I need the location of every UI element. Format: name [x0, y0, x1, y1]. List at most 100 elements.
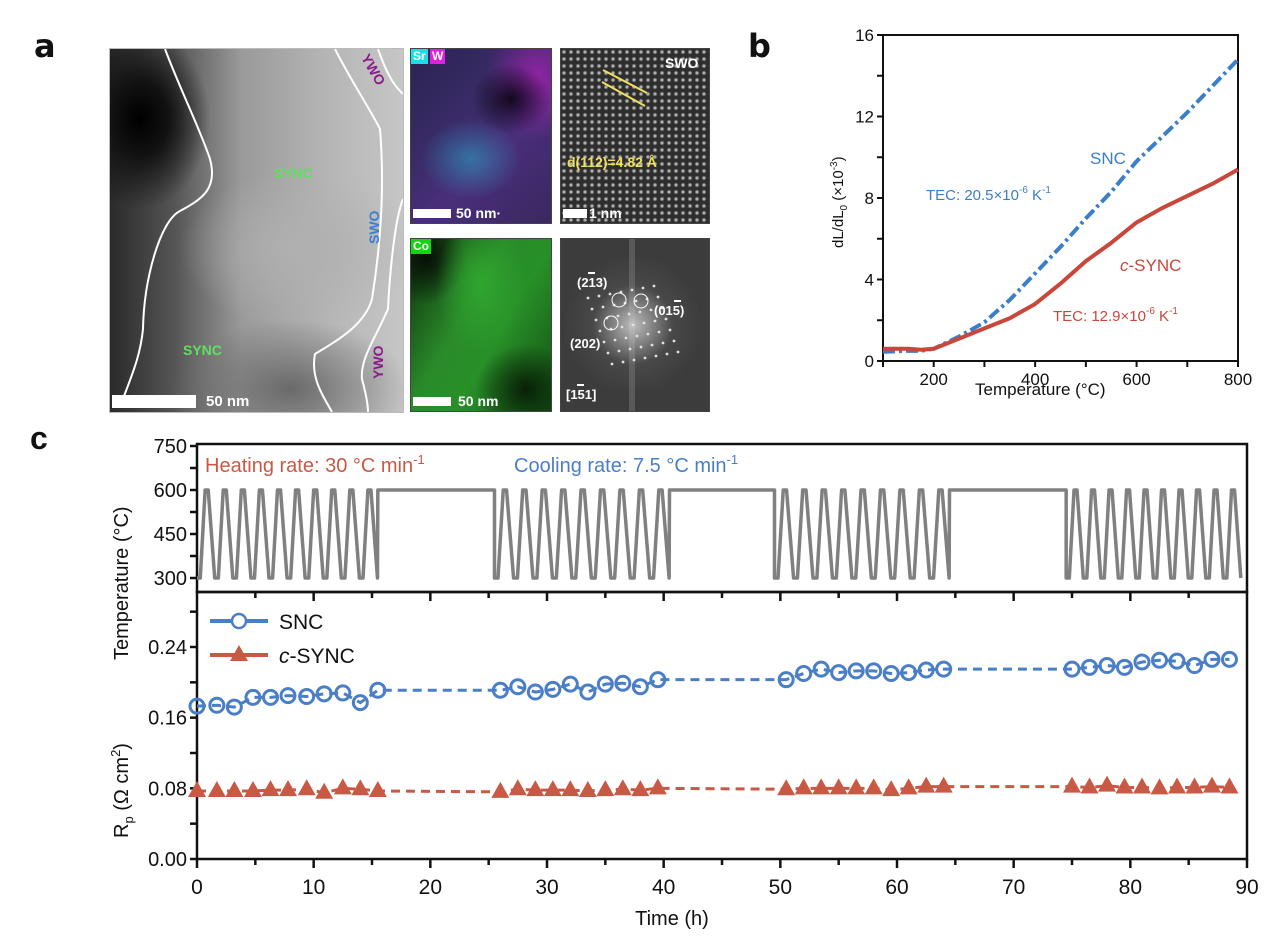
boundary-lines	[119, 49, 403, 412]
chart-c-bottom-ylabel: Rp (Ω cm2)	[108, 743, 136, 838]
data-point-snc	[369, 681, 387, 699]
data-point-c-sync	[1115, 777, 1134, 794]
data-point-snc	[225, 698, 243, 716]
data-point-c-sync	[225, 780, 244, 797]
eds-map-sr-w: Sr W 50 nm·	[410, 48, 552, 224]
fft-spot	[665, 352, 669, 356]
data-point-c-sync	[1098, 775, 1116, 792]
stem-image: SYNC SYNC SWO YWO YWO 50 nm	[109, 48, 404, 413]
scale-bar-label: 1 nm	[589, 205, 622, 221]
scale-bar	[563, 209, 587, 218]
data-point-snc	[882, 665, 900, 682]
scale-bar	[413, 209, 451, 218]
fft-spot	[661, 341, 665, 345]
y-tick-label: 16	[855, 26, 874, 45]
hrtem-image: SWO d(112)=4.82 Å 1 nm	[560, 48, 710, 224]
fft-spot	[641, 286, 645, 290]
spot-label-015-text: (015)	[654, 303, 685, 318]
data-point-c-sync	[812, 778, 831, 795]
data-point-snc	[315, 685, 333, 703]
data-point-snc	[900, 664, 918, 682]
panel-label-b: b	[748, 27, 771, 65]
data-point-c-sync	[543, 780, 562, 797]
x-tick-label: 800	[1224, 370, 1252, 389]
svg-text:dL/dL0 (×10-3): dL/dL0 (×10-3)	[829, 156, 850, 248]
data-point-c-sync	[847, 778, 866, 795]
fft-spot	[606, 351, 610, 355]
data-point-c-sync	[631, 780, 650, 797]
data-point-snc	[561, 675, 579, 693]
data-point-c-sync	[1185, 777, 1204, 794]
cooling-rate-annotation: Cooling rate: 7.5 °C min-1	[514, 452, 738, 477]
data-point-c-sync	[207, 780, 226, 797]
label-sync-bottom: SYNC	[183, 342, 222, 358]
fft-spot	[602, 340, 606, 344]
heating-rate-annotation: Heating rate: 30 °C min-1	[205, 452, 425, 477]
tag-co: Co	[411, 239, 431, 254]
data-point-snc	[334, 684, 352, 702]
data-point-c-sync	[244, 780, 262, 797]
scale-bar-label: 50 nm	[206, 393, 250, 410]
svg-text:Temperature (°C): Temperature (°C)	[111, 506, 133, 660]
data-point-snc	[631, 678, 649, 696]
data-point-snc	[1133, 653, 1151, 671]
overbar	[674, 300, 681, 302]
data-point-c-sync	[1203, 776, 1221, 793]
data-point-snc	[812, 660, 830, 678]
data-point-snc	[351, 694, 369, 712]
fft-spot	[613, 338, 617, 342]
x-tick-label: 60	[885, 876, 908, 899]
data-point-snc	[596, 675, 614, 693]
data-point-c-sync	[561, 780, 580, 797]
data-point-snc	[579, 683, 597, 701]
data-point-c-sync	[1080, 777, 1099, 794]
spot-label-213-text: (213)	[577, 275, 608, 290]
data-point-snc	[509, 678, 527, 696]
x-tick-label: 20	[419, 876, 442, 899]
x-tick-label: 40	[652, 876, 675, 899]
temperature-program-line	[197, 488, 1243, 580]
fft-spot	[643, 356, 647, 360]
data-point-snc	[614, 674, 632, 692]
fft-spot	[634, 299, 638, 303]
data-point-snc	[244, 688, 262, 706]
chart-c-top-ylabel: Temperature (°C)	[111, 506, 133, 660]
zone-axis-label: [151]	[566, 384, 596, 402]
x-tick-label: 50	[769, 876, 792, 899]
y-tick-label: 4	[865, 271, 874, 290]
y-tick-label: 0.08	[148, 778, 187, 800]
data-point-c-sync	[1168, 777, 1186, 794]
data-point-c-sync	[777, 779, 796, 796]
data-point-c-sync	[934, 776, 953, 793]
data-point-snc	[262, 688, 279, 706]
x-tick-label: 70	[1002, 876, 1025, 899]
series-line-c-sync	[883, 167, 1239, 352]
fft-spot	[639, 345, 643, 349]
d-spacing-label: d(112)=4.82 Å	[567, 154, 657, 170]
data-point-c-sync	[613, 779, 632, 796]
data-point-snc	[1186, 657, 1203, 675]
data-point-c-sync	[864, 778, 883, 795]
fft-spot	[608, 292, 612, 296]
chart-c-bottom-frame	[195, 590, 1249, 861]
data-point-snc	[279, 687, 297, 705]
data-point-c-sync	[1133, 777, 1151, 794]
data-point-snc	[208, 696, 226, 714]
data-point-c-sync	[578, 780, 597, 797]
y-tick-label: 0.00	[148, 849, 187, 871]
data-point-c-sync	[351, 779, 370, 796]
spot-label-015: (015)	[654, 300, 685, 318]
data-point-c-sync	[333, 778, 352, 795]
x-tick-label: 90	[1235, 876, 1258, 899]
panel-label-c: c	[30, 420, 48, 456]
fft-spot	[654, 354, 658, 358]
data-point-c-sync	[491, 781, 510, 798]
eds-map-co: Co 50 nm	[410, 238, 552, 412]
data-point-c-sync	[829, 778, 848, 795]
data-point-snc	[865, 662, 883, 680]
legend-label-c-sync: c-SYNC	[279, 645, 355, 668]
spot-label-213: (213)	[577, 272, 608, 290]
data-point-c-sync	[1150, 778, 1169, 795]
x-tick-label: 0	[191, 876, 203, 899]
fft-spot	[652, 284, 656, 288]
